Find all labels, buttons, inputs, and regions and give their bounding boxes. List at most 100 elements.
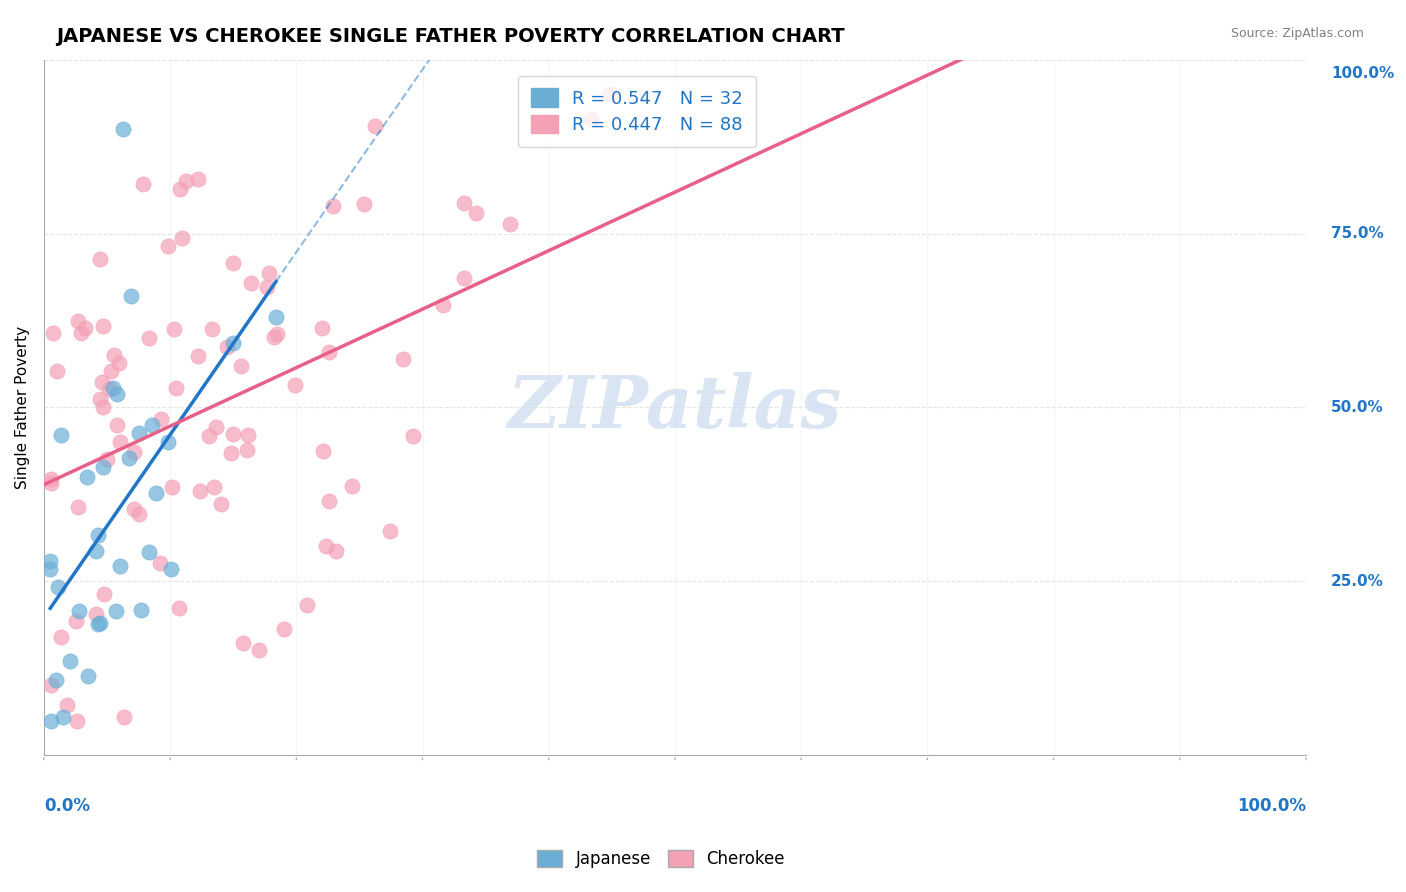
Point: [163, 322, 186, 336]
Point: [232, 636, 254, 650]
Point: [98, 382, 121, 396]
Point: [44, 673, 66, 688]
Point: [103, 381, 125, 395]
Point: [49, 630, 72, 644]
Point: [174, 174, 197, 188]
Point: [219, 446, 242, 460]
Point: [318, 345, 340, 359]
Point: [46, 580, 69, 594]
Point: [141, 417, 163, 432]
Point: [73, 321, 96, 335]
Point: [56, 698, 79, 712]
Point: [266, 327, 288, 342]
Point: [129, 602, 152, 616]
Point: [247, 642, 270, 657]
Point: [222, 426, 245, 441]
Point: [122, 502, 145, 516]
Point: [65, 614, 87, 628]
Point: [380, 524, 402, 538]
Point: [315, 539, 337, 553]
Point: [149, 556, 172, 570]
Point: [124, 444, 146, 458]
Point: [103, 348, 125, 362]
Point: [89, 616, 111, 631]
Point: [342, 479, 364, 493]
Point: [236, 442, 259, 457]
Point: [325, 543, 347, 558]
Point: [392, 352, 415, 367]
Text: JAPANESE VS CHEROKEE SINGLE FATHER POVERTY CORRELATION CHART: JAPANESE VS CHEROKEE SINGLE FATHER POVER…: [56, 27, 845, 45]
Text: 75.0%: 75.0%: [1331, 226, 1384, 241]
Point: [49, 427, 72, 442]
Point: [273, 622, 295, 636]
Point: [187, 172, 209, 186]
Point: [96, 451, 118, 466]
Point: [105, 386, 128, 401]
Point: [149, 411, 172, 425]
Point: [318, 494, 340, 508]
Point: [167, 601, 190, 615]
Text: 100.0%: 100.0%: [1237, 797, 1306, 815]
Point: [453, 196, 475, 211]
Point: [209, 497, 232, 511]
Point: [257, 267, 280, 281]
Point: [239, 276, 262, 290]
Y-axis label: Single Father Poverty: Single Father Poverty: [15, 326, 30, 489]
Point: [93, 587, 115, 601]
Point: [104, 604, 127, 618]
Point: [118, 450, 141, 465]
Text: Source: ZipAtlas.com: Source: ZipAtlas.com: [1230, 27, 1364, 40]
Point: [89, 252, 111, 267]
Point: [39, 476, 62, 491]
Point: [67, 314, 90, 328]
Point: [91, 401, 114, 415]
Point: [108, 559, 131, 574]
Point: [188, 483, 211, 498]
Point: [205, 419, 228, 434]
Point: [70, 326, 93, 340]
Point: [76, 470, 98, 484]
Point: [157, 239, 180, 253]
Point: [89, 392, 111, 406]
Point: [165, 381, 187, 395]
Point: [264, 310, 287, 325]
Point: [599, 87, 621, 102]
Point: [39, 714, 62, 728]
Point: [112, 122, 135, 136]
Point: [162, 480, 184, 494]
Point: [201, 322, 224, 336]
Point: [91, 459, 114, 474]
Point: [67, 604, 90, 618]
Point: [87, 617, 110, 632]
Point: [169, 182, 191, 196]
Point: [297, 599, 319, 613]
Point: [159, 562, 181, 576]
Point: [39, 678, 62, 692]
Point: [100, 363, 122, 377]
Point: [105, 418, 128, 433]
Text: 0.0%: 0.0%: [44, 797, 90, 815]
Point: [128, 426, 150, 441]
Point: [84, 607, 107, 622]
Point: [90, 375, 112, 389]
Point: [311, 321, 333, 335]
Point: [138, 545, 160, 559]
Point: [128, 508, 150, 522]
Point: [59, 654, 82, 668]
Point: [222, 336, 245, 351]
Point: [46, 364, 69, 378]
Point: [39, 554, 62, 568]
Point: [263, 330, 285, 344]
Point: [229, 359, 252, 373]
Point: [284, 378, 307, 392]
Point: [91, 318, 114, 333]
Point: [353, 197, 375, 211]
Point: [108, 355, 131, 369]
Text: 50.0%: 50.0%: [1331, 400, 1384, 415]
Point: [110, 434, 132, 449]
Point: [67, 500, 90, 515]
Point: [581, 112, 603, 126]
Point: [236, 427, 259, 442]
Point: [66, 714, 89, 728]
Text: ZIPatlas: ZIPatlas: [508, 372, 842, 443]
